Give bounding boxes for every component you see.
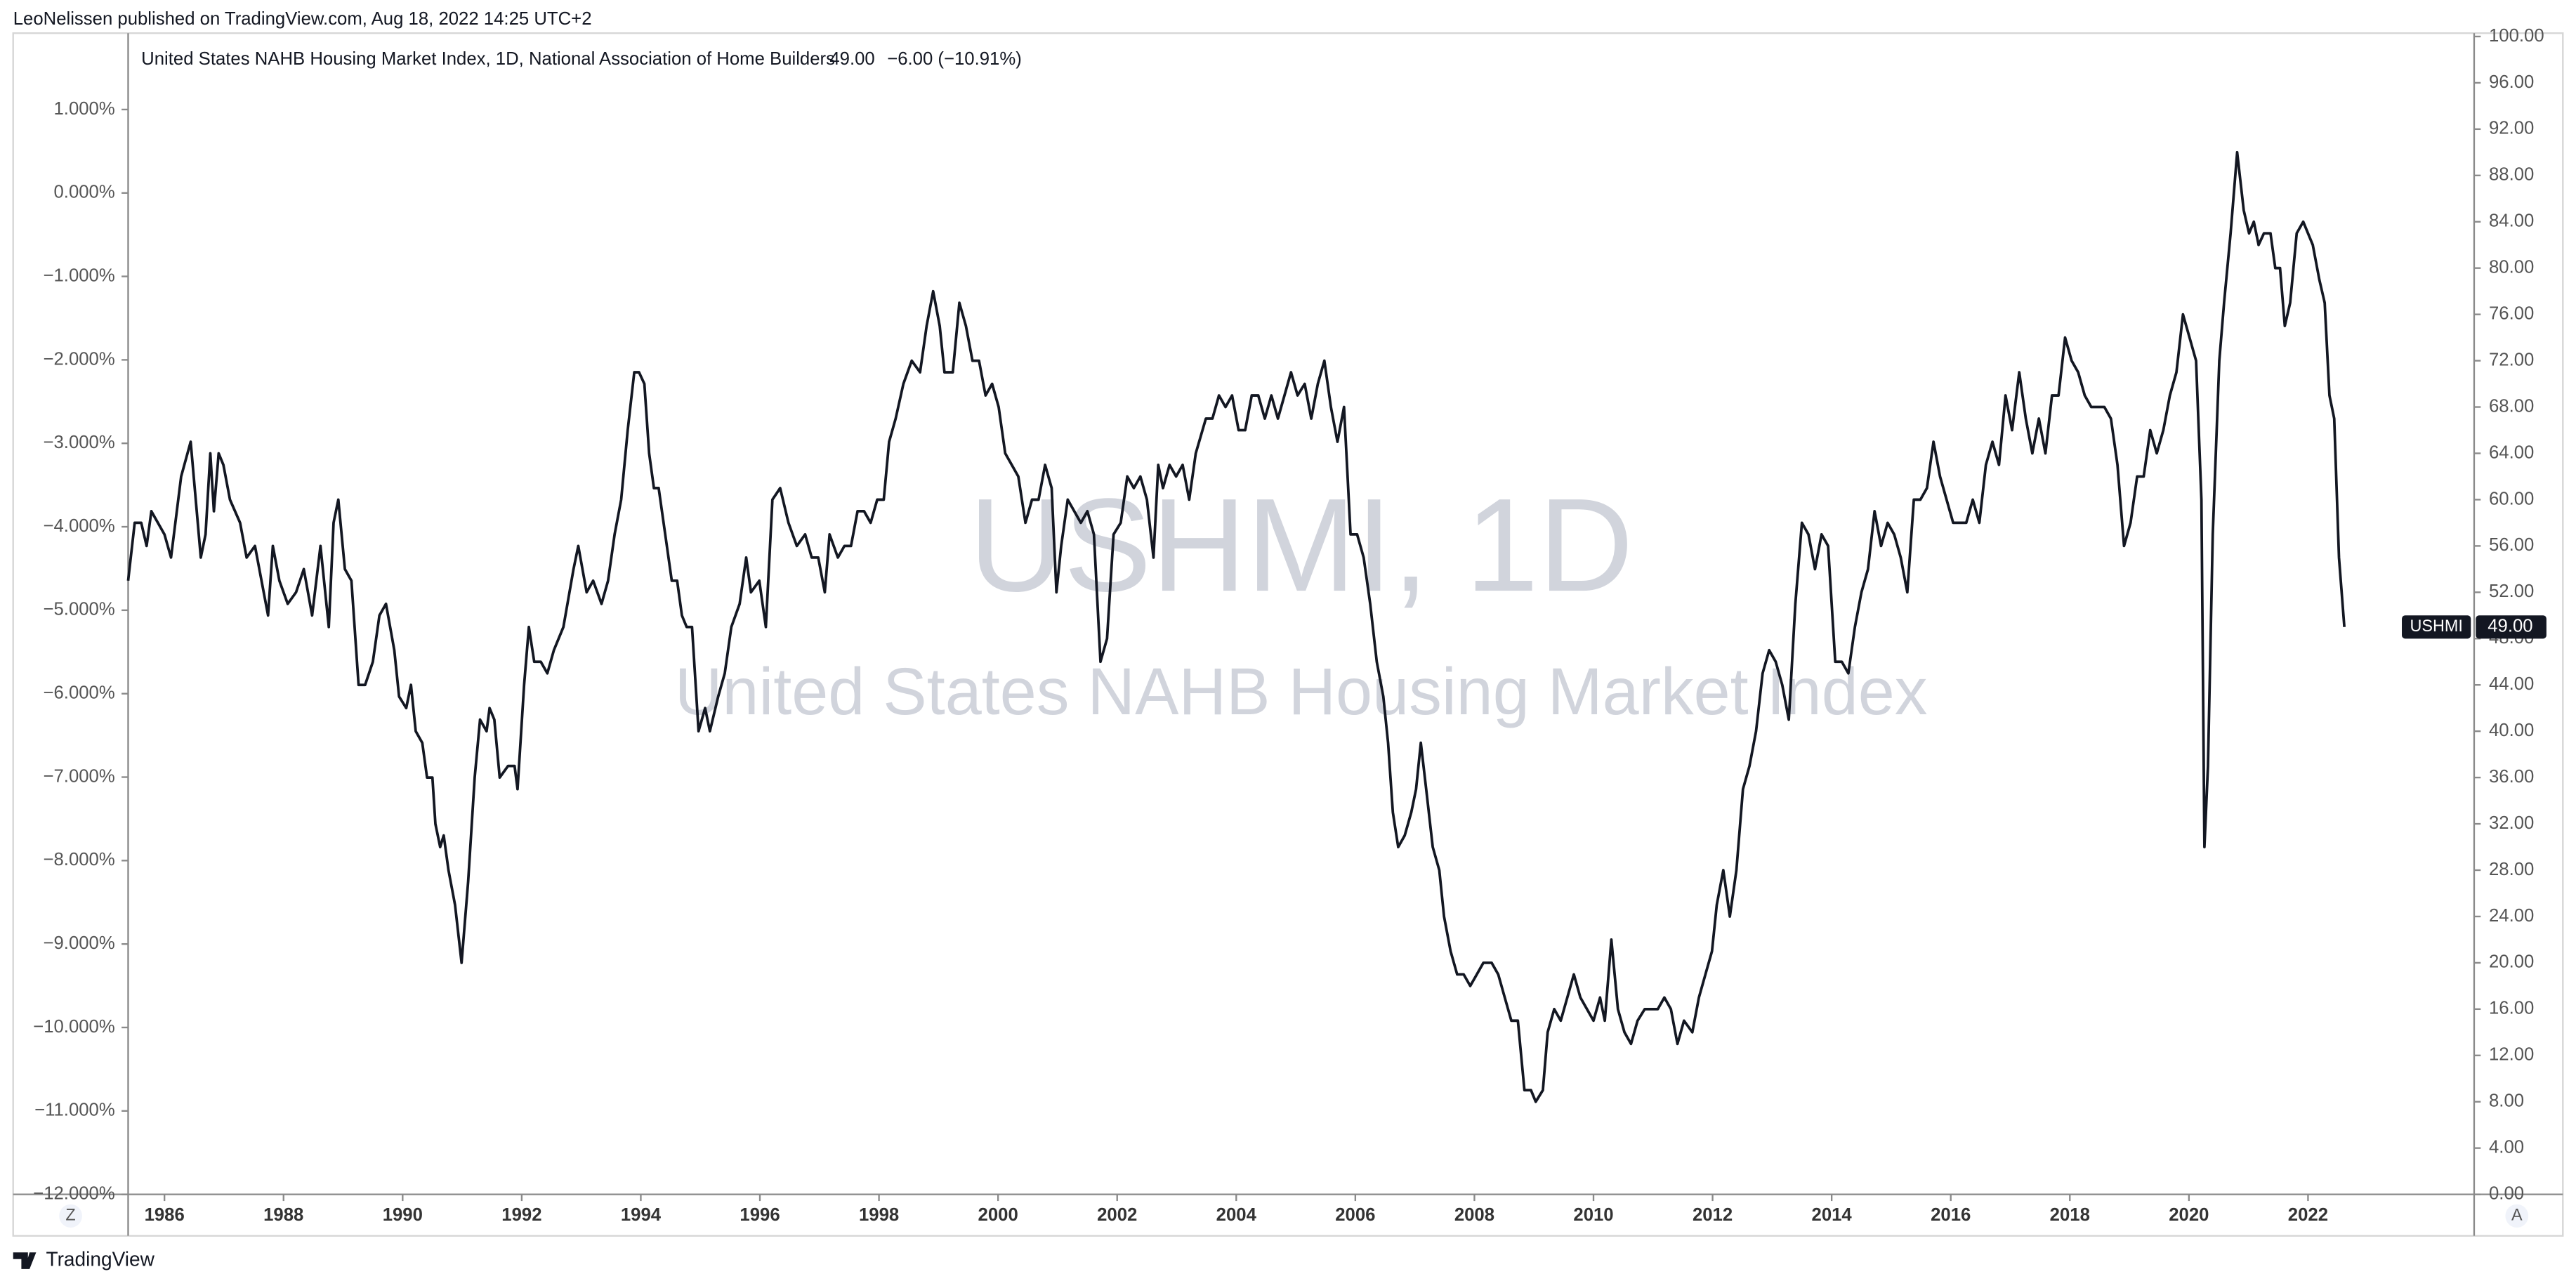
scale-mode-right[interactable]: A bbox=[2505, 1204, 2529, 1228]
y2-tick-label: −1.000% bbox=[43, 265, 114, 285]
x-tick-label: 2016 bbox=[1931, 1205, 1971, 1225]
y2-tick-label: −12.000% bbox=[33, 1183, 115, 1203]
button-label[interactable]: Z bbox=[65, 1205, 75, 1223]
button-bg[interactable] bbox=[59, 1204, 82, 1228]
y-tick-label: 8.00 bbox=[2489, 1091, 2524, 1110]
price-tag: USHMI 49.00 bbox=[2402, 615, 2547, 639]
logo-icon[interactable] bbox=[13, 1252, 37, 1269]
y-tick-label: 40.00 bbox=[2489, 721, 2534, 740]
y2-tick-label: −3.000% bbox=[43, 433, 114, 452]
y-tick-label: 84.00 bbox=[2489, 211, 2534, 231]
y-tick-label: 36.00 bbox=[2489, 767, 2534, 787]
y2-tick-label: −2.000% bbox=[43, 349, 114, 369]
x-tick-label: 1994 bbox=[621, 1205, 662, 1225]
button-bg[interactable] bbox=[2505, 1204, 2529, 1228]
y2-tick-label: 0.000% bbox=[54, 183, 115, 202]
y-tick-label: 4.00 bbox=[2489, 1137, 2524, 1157]
y2-tick-label: 1.000% bbox=[54, 99, 115, 119]
y-tick-label: 20.00 bbox=[2489, 952, 2534, 972]
y2-tick-label: −6.000% bbox=[43, 683, 114, 702]
y-tick-label: 80.00 bbox=[2489, 257, 2534, 277]
legend-value: 49.00 bbox=[829, 49, 874, 69]
x-tick-label: 2010 bbox=[1573, 1205, 1613, 1225]
y2-tick-label: −8.000% bbox=[43, 850, 114, 869]
x-tick-label: 1988 bbox=[263, 1205, 303, 1225]
y-tick-label: 88.00 bbox=[2489, 165, 2534, 185]
x-tick-label: 2018 bbox=[2050, 1205, 2090, 1225]
x-tick-label: 2008 bbox=[1454, 1205, 1494, 1225]
watermark-symbol: USHMI, 1D bbox=[969, 471, 1634, 619]
x-tick-label: 2006 bbox=[1335, 1205, 1375, 1225]
button-label[interactable]: A bbox=[2511, 1205, 2523, 1223]
price-tag-value-bg bbox=[2476, 615, 2547, 639]
y2-tick-label: −5.000% bbox=[43, 600, 114, 619]
footer-brand[interactable]: TradingView bbox=[46, 1247, 155, 1270]
price-tag-symbol-bg bbox=[2402, 615, 2471, 639]
x-tick-label: 2022 bbox=[2288, 1205, 2328, 1225]
y-tick-label: 28.00 bbox=[2489, 860, 2534, 879]
watermark: USHMI, 1D United States NAHB Housing Mar… bbox=[675, 471, 1928, 728]
y-tick-label: 64.00 bbox=[2489, 442, 2534, 462]
y-tick-label: 0.00 bbox=[2489, 1183, 2524, 1203]
legend-change: −6.00 (−10.91%) bbox=[887, 49, 1022, 69]
legend-title: United States NAHB Housing Market Index,… bbox=[141, 49, 835, 69]
x-tick-label: 2004 bbox=[1216, 1205, 1257, 1225]
x-tick-label: 1990 bbox=[383, 1205, 423, 1225]
y-tick-label: 96.00 bbox=[2489, 72, 2534, 92]
x-tick-label: 1986 bbox=[145, 1205, 185, 1225]
y2-tick-label: −10.000% bbox=[33, 1017, 115, 1037]
x-tick-label: 2014 bbox=[1812, 1205, 1853, 1225]
y-tick-label: 100.00 bbox=[2489, 26, 2544, 46]
x-tick-label: 2000 bbox=[978, 1205, 1018, 1225]
y2-tick-label: −11.000% bbox=[34, 1101, 115, 1120]
y-tick-label: 72.00 bbox=[2489, 350, 2534, 369]
y-tick-label: 92.00 bbox=[2489, 119, 2534, 138]
y-tick-label: 60.00 bbox=[2489, 489, 2534, 508]
footer-logo[interactable]: TradingView bbox=[13, 1247, 155, 1270]
y-tick-label: 12.00 bbox=[2489, 1045, 2534, 1065]
price-tag-value: 49.00 bbox=[2488, 617, 2532, 636]
y-tick-label: 44.00 bbox=[2489, 674, 2534, 694]
y-tick-label: 16.00 bbox=[2489, 999, 2534, 1018]
y2-tick-label: −4.000% bbox=[43, 516, 114, 536]
x-tick-label: 1992 bbox=[501, 1205, 541, 1225]
y-tick-label: 68.00 bbox=[2489, 396, 2534, 416]
y2-tick-label: −7.000% bbox=[43, 766, 114, 786]
x-tick-label: 2002 bbox=[1097, 1205, 1137, 1225]
y2-tick-label: −9.000% bbox=[43, 933, 114, 953]
x-tick-label: 1996 bbox=[740, 1205, 780, 1225]
price-tag-symbol: USHMI bbox=[2410, 617, 2462, 635]
y-tick-label: 56.00 bbox=[2489, 535, 2534, 555]
y-tick-label: 24.00 bbox=[2489, 906, 2534, 926]
x-tick-label: 1998 bbox=[859, 1205, 899, 1225]
series-line bbox=[126, 150, 2346, 1103]
watermark-description: United States NAHB Housing Market Index bbox=[675, 655, 1928, 729]
scale-mode-left[interactable]: Z bbox=[59, 1204, 82, 1228]
y-tick-label: 52.00 bbox=[2489, 582, 2534, 601]
publisher: LeoNelissen published on TradingView.com… bbox=[13, 9, 592, 29]
y-tick-label: 32.00 bbox=[2489, 813, 2534, 833]
chart-frame bbox=[12, 32, 2564, 1237]
y-tick-label: 76.00 bbox=[2489, 303, 2534, 323]
x-tick-label: 2012 bbox=[1693, 1205, 1733, 1225]
x-tick-label: 2020 bbox=[2169, 1205, 2209, 1225]
